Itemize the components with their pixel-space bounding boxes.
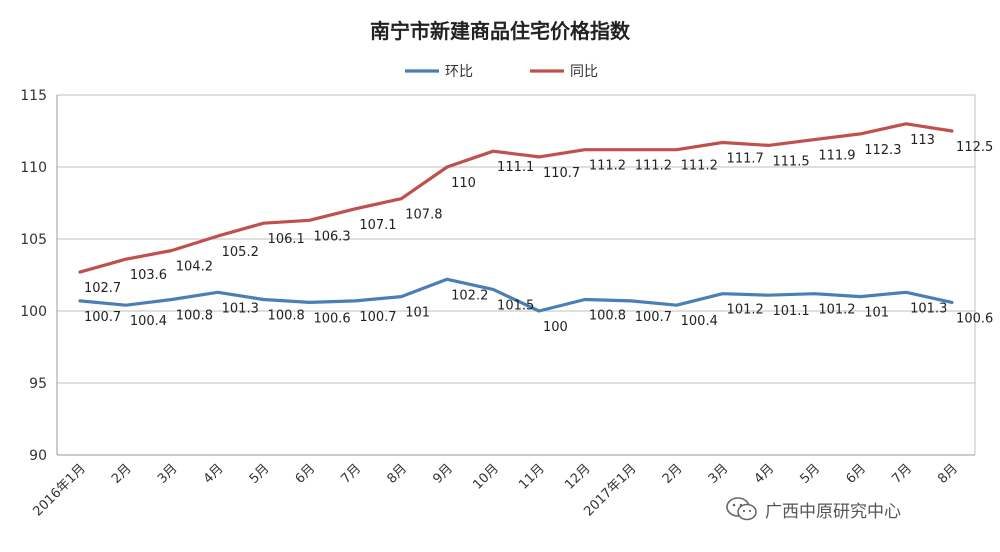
- x-tick-label: 2月: [109, 461, 135, 487]
- data-labels-layer: 100.7 100.4 100.8 101.3 100.8 100.6 100.7 101 10…: [84, 133, 993, 335]
- data-label: 101: [405, 306, 430, 321]
- series-line-yoy: [78, 122, 954, 274]
- x-tick-label: 5月: [798, 461, 824, 487]
- legend-label: 同比: [570, 64, 598, 80]
- x-tick-label: 9月: [430, 461, 456, 487]
- data-label: 101.2: [727, 303, 764, 318]
- x-tick-label: 11月: [516, 461, 547, 492]
- data-label: 111.2: [681, 159, 718, 174]
- data-label: 111.2: [635, 159, 672, 174]
- data-label: 102.2: [451, 288, 488, 303]
- x-tick-label: 10月: [470, 461, 501, 492]
- x-tick-label: 4月: [201, 461, 227, 487]
- data-label: 100.6: [313, 311, 350, 326]
- data-label: 111.1: [497, 160, 534, 175]
- watermark: 广西中原研究中心: [725, 496, 901, 522]
- data-label: 112.5: [956, 140, 993, 155]
- y-tick-label: 95: [29, 376, 47, 392]
- data-label: 100.8: [176, 308, 213, 323]
- data-label: 100.6: [956, 311, 993, 326]
- data-label: 110: [451, 176, 476, 191]
- x-tick-label: 3月: [706, 461, 732, 487]
- data-label: 100.7: [359, 310, 396, 325]
- data-label: 107.1: [359, 218, 396, 233]
- x-tick-label: 8月: [935, 461, 961, 487]
- data-label: 100.7: [84, 310, 121, 325]
- data-label: 100.4: [130, 314, 167, 329]
- data-label: 101.3: [222, 301, 259, 316]
- wechat-icon: [726, 497, 757, 521]
- data-label: 101.3: [910, 301, 947, 316]
- data-label: 100: [543, 320, 568, 335]
- data-label: 100.7: [635, 310, 672, 325]
- data-label: 101.1: [772, 304, 809, 319]
- data-label: 100.8: [589, 308, 626, 323]
- data-label: 112.3: [864, 143, 901, 158]
- y-tick-label: 90: [29, 448, 47, 464]
- watermark-text: 广西中原研究中心: [765, 501, 901, 522]
- data-label: 106.3: [313, 229, 350, 244]
- x-tick-label: 7月: [339, 461, 365, 487]
- data-label: 102.7: [84, 281, 121, 296]
- y-tick-label: 115: [20, 88, 47, 104]
- x-tick-label: 6月: [843, 461, 869, 487]
- data-label: 100.4: [681, 314, 718, 329]
- x-tick-label: 3月: [155, 461, 181, 487]
- data-label: 103.6: [130, 268, 167, 283]
- x-tick-label: 7月: [889, 461, 915, 487]
- data-label: 111.9: [818, 149, 855, 164]
- data-label: 101: [864, 306, 889, 321]
- x-tick-label: 2月: [660, 461, 686, 487]
- data-label: 105.2: [222, 245, 259, 260]
- data-label: 100.8: [268, 308, 305, 323]
- x-tick-label: 5月: [247, 461, 273, 487]
- x-tick-label: 12月: [562, 461, 593, 492]
- data-label: 106.1: [268, 232, 305, 247]
- data-label: 101.2: [818, 303, 855, 318]
- data-label: 104.2: [176, 260, 213, 275]
- data-label: 111.7: [727, 152, 764, 167]
- data-label: 107.8: [405, 208, 442, 223]
- x-tick-label: 2016年1月: [31, 461, 89, 519]
- data-label: 111.5: [772, 154, 809, 169]
- x-tick-label: 4月: [752, 461, 778, 487]
- y-tick-label: 100: [20, 304, 47, 320]
- data-label: 110.7: [543, 166, 580, 181]
- chart-legend: 环比 同比: [405, 64, 598, 80]
- data-label: 113: [910, 133, 935, 148]
- x-tick-label: 6月: [293, 461, 319, 487]
- data-label: 111.2: [589, 159, 626, 174]
- series-line-mom: [78, 277, 954, 313]
- y-tick-label: 105: [20, 232, 47, 248]
- chart-title: 南宁市新建商品住宅价格指数: [370, 19, 631, 43]
- legend-label: 环比: [445, 64, 473, 80]
- data-label: 101.5: [497, 298, 534, 313]
- x-tick-label: 8月: [384, 461, 410, 487]
- series-layer: [78, 122, 954, 313]
- y-tick-label: 110: [20, 160, 47, 176]
